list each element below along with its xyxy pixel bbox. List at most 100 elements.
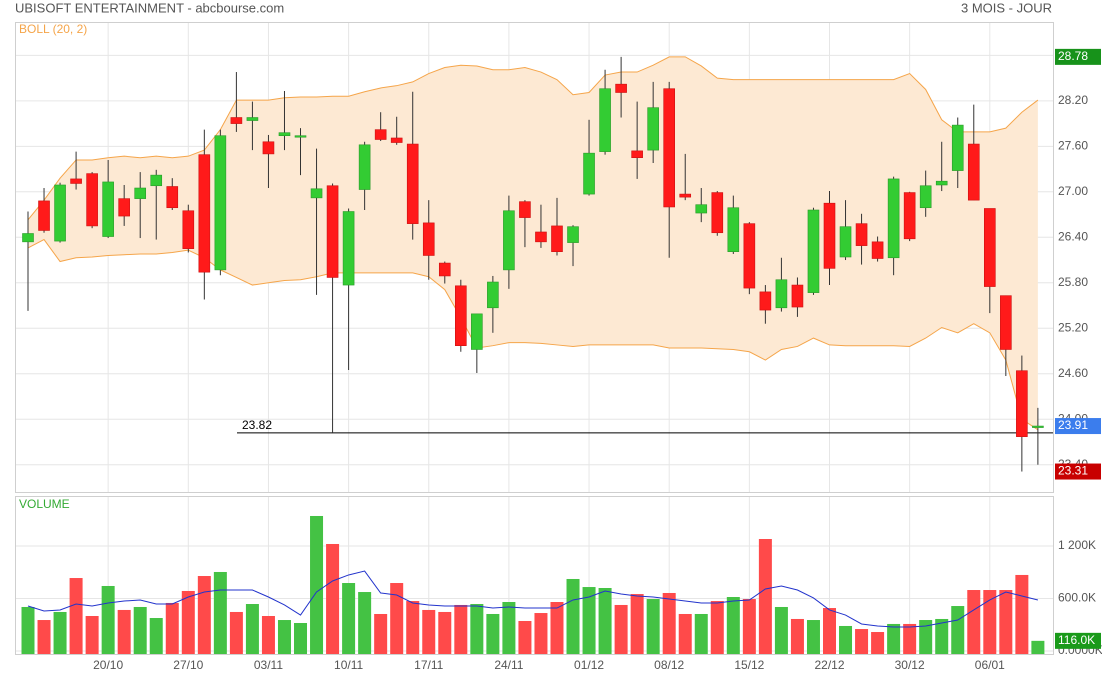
candle-body: [390, 137, 403, 143]
y-tick-label: 27.00: [1058, 184, 1088, 198]
volume-bar: [726, 597, 740, 654]
candle-body: [967, 143, 980, 201]
volume-bar: [534, 613, 548, 654]
candle-body: [775, 279, 788, 309]
candle-body: [230, 117, 243, 124]
candle-body: [438, 262, 451, 277]
candle-body: [455, 285, 467, 346]
volume-bar: [197, 576, 211, 654]
candle-body: [326, 185, 339, 278]
x-tick-label: 20/10: [93, 658, 123, 672]
candle-body: [86, 173, 98, 227]
volume-bar: [823, 608, 836, 654]
candle-body: [823, 202, 836, 269]
candle-body: [1000, 295, 1012, 350]
volume-bar: [983, 590, 997, 654]
volume-bar: [85, 616, 99, 654]
volume-bar: [294, 623, 308, 654]
volume-bar: [310, 515, 324, 654]
y-tick-label: 24.60: [1058, 366, 1088, 380]
candle-body: [711, 192, 724, 234]
x-tick-label: 17/11: [414, 658, 443, 672]
volume-bar: [438, 611, 452, 654]
volume-bar: [502, 602, 516, 654]
y-tick-label: 600.0K: [1058, 591, 1096, 605]
candle-body: [278, 132, 291, 137]
candle-body: [54, 184, 66, 242]
candle-body: [22, 233, 34, 243]
price-tag: [1055, 48, 1101, 65]
volume-bar: [261, 616, 275, 654]
volume-bar: [582, 587, 596, 654]
candle-body: [102, 181, 114, 237]
candle-body: [871, 241, 884, 259]
volume-bar: [245, 604, 259, 654]
candle-body: [807, 209, 820, 293]
volume-bar: [229, 611, 243, 654]
candle-body: [38, 200, 50, 231]
volume-bar: [742, 599, 756, 654]
candle-body: [358, 144, 371, 190]
y-tick-label: 28.20: [1058, 93, 1088, 107]
volume-bar: [614, 604, 628, 654]
candle-body: [615, 83, 627, 93]
candle-body: [855, 223, 868, 246]
candle-body: [631, 150, 643, 158]
volume-bar: [69, 578, 83, 654]
volume-bar: [919, 620, 933, 654]
candle-body: [70, 178, 82, 184]
volume-bar: [550, 602, 564, 654]
volume-bar: [486, 613, 500, 654]
chart-title: UBISOFT ENTERTAINMENT - abcbourse.com: [15, 0, 284, 15]
chart-subtitle: 3 MOIS - JOUR: [961, 0, 1052, 15]
candle-body: [647, 107, 659, 151]
volume-bar: [839, 625, 853, 654]
volume-bar: [871, 632, 885, 654]
x-tick-label: 22/12: [814, 658, 844, 672]
volume-bar: [566, 578, 580, 654]
candle-body: [182, 210, 195, 249]
candle-body: [150, 174, 163, 187]
candle-body: [118, 198, 130, 217]
x-tick-label: 27/10: [173, 658, 203, 672]
candle-body: [839, 226, 852, 258]
volume-average: [27, 570, 1039, 628]
volume-bar: [935, 618, 949, 654]
candle-body: [791, 284, 804, 308]
bollinger-fill: [28, 56, 1038, 430]
volume-bar: [342, 583, 356, 654]
candle-body: [422, 222, 435, 256]
volume-bar: [662, 592, 676, 654]
volume-bar: [710, 601, 724, 654]
candle-body: [487, 281, 499, 309]
candle-body: [599, 88, 611, 152]
candle-body: [743, 223, 756, 289]
x-tick-label: 15/12: [734, 658, 764, 672]
x-tick-label: 03/11: [254, 658, 283, 672]
candle-body: [679, 193, 692, 198]
volume-bar: [1031, 640, 1045, 654]
volume-bar: [678, 613, 692, 654]
volume-bar: [951, 606, 965, 654]
bollinger-lower: [27, 238, 1039, 431]
candle-body: [294, 135, 307, 138]
candle-body: [406, 143, 419, 224]
candle-body: [727, 207, 740, 252]
volume-bar: [326, 543, 340, 654]
bollinger-upper: [27, 56, 1039, 221]
candle-body: [583, 152, 595, 195]
candle-body: [951, 124, 964, 171]
candle-body: [166, 186, 179, 209]
legend-label: BOLL (20, 2): [19, 22, 87, 36]
candle-body: [983, 208, 996, 287]
candle-body: [903, 192, 916, 240]
x-tick-label: 08/12: [654, 658, 684, 672]
annotation-label: 23.82: [242, 418, 272, 432]
volume-bar: [855, 629, 869, 654]
x-tick-label: 01/12: [574, 658, 604, 672]
volume-bar: [967, 590, 981, 654]
price-tag: [1055, 418, 1101, 435]
candle-body: [310, 188, 323, 199]
y-tick-label: 27.60: [1058, 138, 1088, 152]
x-tick-label: 10/11: [334, 658, 363, 672]
